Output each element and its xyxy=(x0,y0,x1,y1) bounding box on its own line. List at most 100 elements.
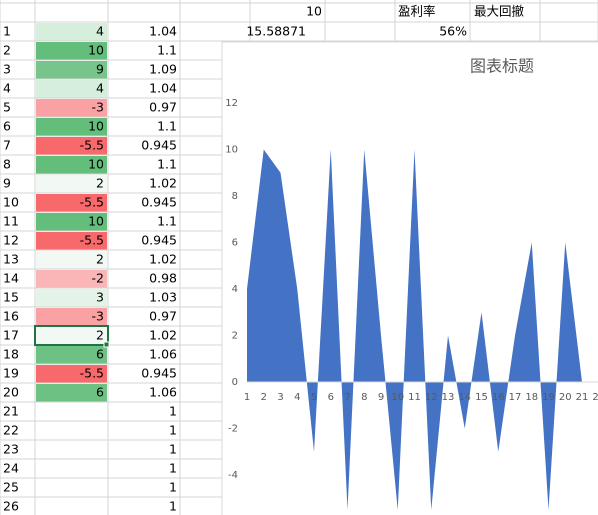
fill-handle xyxy=(103,341,110,348)
row-number: 22 xyxy=(3,423,19,438)
x-tick-label: 19 xyxy=(542,392,555,403)
cell[interactable]: -5.5 xyxy=(80,138,104,153)
y-tick-label: 2 xyxy=(232,331,238,342)
cell[interactable]: 10 xyxy=(88,157,104,172)
cell[interactable]: 1.1 xyxy=(157,119,177,134)
cell[interactable]: 1.02 xyxy=(149,252,177,267)
cell[interactable]: 10 xyxy=(88,214,104,229)
area xyxy=(247,149,598,510)
cell[interactable]: 15.58871 xyxy=(246,24,306,39)
cell[interactable]: 1 xyxy=(169,480,177,495)
cell[interactable]: 0.97 xyxy=(149,309,177,324)
cell[interactable]: 最大回撤 xyxy=(474,4,525,19)
x-tick-label: 12 xyxy=(425,392,438,403)
cell[interactable]: 1.06 xyxy=(149,385,177,400)
row-number: 21 xyxy=(3,404,19,419)
cell[interactable]: 1 xyxy=(169,423,177,438)
cell[interactable]: -5.5 xyxy=(80,366,104,381)
cell-fill xyxy=(36,384,107,402)
row-number: 16 xyxy=(3,309,19,324)
cell-fill xyxy=(36,308,107,326)
cell[interactable]: 6 xyxy=(96,385,104,400)
cell[interactable]: 6 xyxy=(96,347,104,362)
cell[interactable]: 1.06 xyxy=(149,347,177,362)
chart-title: 图表标题 xyxy=(470,57,534,76)
selected-cell xyxy=(34,325,109,346)
x-tick-label: 11 xyxy=(408,392,421,403)
x-tick-label: 8 xyxy=(361,392,367,403)
row-number: 23 xyxy=(3,442,19,457)
x-tick-label: 20 xyxy=(559,392,572,403)
row-number: 13 xyxy=(3,252,19,267)
cell[interactable]: 4 xyxy=(96,24,104,39)
row-number: 7 xyxy=(3,138,11,153)
cell[interactable]: 56% xyxy=(439,24,467,39)
x-tick-label: 1 xyxy=(244,392,250,403)
cell[interactable]: 1.02 xyxy=(149,328,177,343)
x-tick-label: 5 xyxy=(311,392,317,403)
y-tick-label: 4 xyxy=(232,284,238,295)
cell[interactable]: 1 xyxy=(169,442,177,457)
row-number: 14 xyxy=(3,271,19,286)
row-number: 10 xyxy=(3,195,19,210)
cell-fill xyxy=(36,80,107,98)
cell[interactable]: 10 xyxy=(88,43,104,58)
row-number: 15 xyxy=(3,290,19,305)
cell-fill xyxy=(36,194,107,212)
x-tick-label: 17 xyxy=(509,392,522,403)
cell[interactable]: 1.02 xyxy=(149,176,177,191)
row-number: 12 xyxy=(3,233,19,248)
cell-fill xyxy=(36,251,107,269)
cell[interactable]: 10 xyxy=(88,119,104,134)
cell-fill xyxy=(36,289,107,307)
row-number: 4 xyxy=(3,81,11,96)
cell-fill xyxy=(36,365,107,383)
cell[interactable]: 0.945 xyxy=(141,138,177,153)
cell[interactable]: -5.5 xyxy=(80,233,104,248)
x-tick-label: 7 xyxy=(344,392,350,403)
cell[interactable]: 盈利率 xyxy=(398,4,436,19)
cell[interactable]: 1.1 xyxy=(157,157,177,172)
x-tick-label: 10 xyxy=(391,392,404,403)
cell[interactable]: 0.945 xyxy=(141,366,177,381)
cell[interactable]: 0.945 xyxy=(141,233,177,248)
cell-fill xyxy=(36,99,107,117)
cell-fill xyxy=(36,346,107,364)
cell[interactable]: 1 xyxy=(169,499,177,514)
cell[interactable]: 3 xyxy=(96,290,104,305)
cell[interactable]: 1.04 xyxy=(149,24,177,39)
cell-fill xyxy=(36,175,107,193)
x-tick-label: 16 xyxy=(492,392,505,403)
cell[interactable]: 2 xyxy=(96,252,104,267)
cell[interactable]: 2 xyxy=(96,328,104,343)
cell[interactable]: -5.5 xyxy=(80,195,104,210)
cell[interactable]: 1.09 xyxy=(149,62,177,77)
cell[interactable]: 1.04 xyxy=(149,81,177,96)
cell[interactable]: 1 xyxy=(169,461,177,476)
cell[interactable]: 10 xyxy=(306,4,322,19)
cell-fill xyxy=(36,42,107,60)
cell[interactable]: -3 xyxy=(92,100,104,115)
cell[interactable]: 0.98 xyxy=(149,271,177,286)
row-number: 1 xyxy=(3,24,11,39)
cell[interactable]: 0.97 xyxy=(149,100,177,115)
cell[interactable]: 2 xyxy=(96,176,104,191)
row-number: 19 xyxy=(3,366,19,381)
cell[interactable]: 1.1 xyxy=(157,43,177,58)
cell[interactable]: 1.1 xyxy=(157,214,177,229)
y-tick-label: 0 xyxy=(232,377,238,388)
row-number: 24 xyxy=(3,461,19,476)
cell[interactable]: 0.945 xyxy=(141,195,177,210)
cell[interactable]: 9 xyxy=(96,62,104,77)
row-number: 17 xyxy=(3,328,19,343)
row-number: 8 xyxy=(3,157,11,172)
y-tick-label: 8 xyxy=(232,191,238,202)
y-tick-label: -2 xyxy=(228,424,238,435)
cell[interactable]: 4 xyxy=(96,81,104,96)
cell[interactable]: -2 xyxy=(92,271,104,286)
x-tick-label: 9 xyxy=(378,392,384,403)
cell[interactable]: 1.03 xyxy=(149,290,177,305)
cell-fill xyxy=(36,213,107,231)
cell[interactable]: 1 xyxy=(169,404,177,419)
cell[interactable]: -3 xyxy=(92,309,104,324)
